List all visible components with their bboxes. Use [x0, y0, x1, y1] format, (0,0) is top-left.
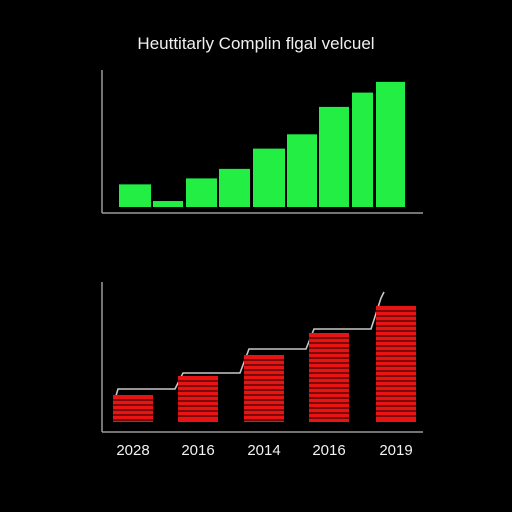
top-bar	[186, 178, 217, 207]
top-bar	[319, 106, 349, 207]
chart-title: Heuttitarly Complin flgal velcuel	[137, 34, 375, 53]
bottom-bar	[376, 306, 416, 422]
x-tick-label: 2016	[181, 442, 214, 459]
x-tick-label: 2014	[247, 442, 280, 459]
x-tick-label: 2028	[116, 442, 149, 459]
x-tick-label: 2019	[379, 442, 412, 459]
top-bar	[287, 134, 317, 207]
bottom-bar	[244, 355, 284, 422]
top-bar-chart	[101, 70, 423, 214]
top-bar	[119, 184, 151, 207]
top-bar	[352, 92, 373, 207]
top-bar	[376, 81, 405, 207]
x-tick-label: 2016	[312, 442, 345, 459]
bottom-bar-chart: 2028 2016 2014 2016 2019	[101, 282, 423, 459]
top-bar	[219, 168, 250, 207]
step-line	[114, 291, 385, 400]
bottom-bar	[178, 376, 218, 422]
bottom-bar	[113, 395, 153, 422]
top-bar	[153, 201, 183, 207]
top-bar	[253, 148, 285, 207]
